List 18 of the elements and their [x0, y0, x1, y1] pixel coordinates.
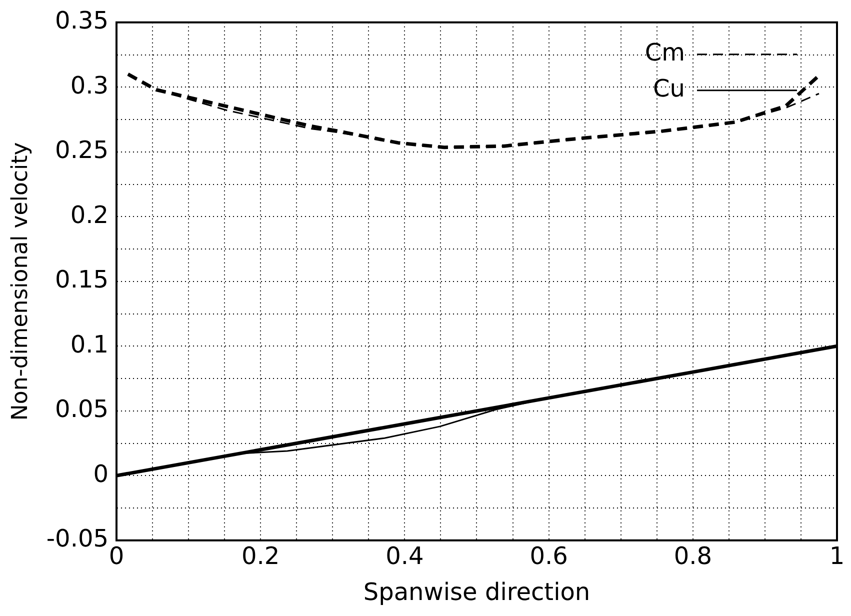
x-tick-label: 0.4 — [386, 542, 424, 570]
y-tick-label: 0.2 — [70, 200, 108, 229]
y-tick-label: -0.05 — [46, 524, 108, 553]
y-tick-label: 0.3 — [70, 71, 108, 100]
legend-label: Cu — [653, 74, 685, 103]
y-axis-title: Non-dimensional velocity — [8, 142, 33, 421]
x-tick-label: 0.6 — [530, 542, 568, 570]
x-tick-label: 0.2 — [242, 542, 280, 570]
y-tick-label: 0.35 — [55, 6, 108, 35]
x-axis-title: Spanwise direction — [363, 578, 590, 606]
legend-label: Cm — [644, 38, 685, 67]
y-tick-label: 0.25 — [55, 136, 108, 164]
x-tick-label: 0.8 — [674, 542, 712, 570]
y-tick-label: 0.1 — [70, 330, 108, 358]
x-tick-label: 1 — [829, 542, 845, 570]
y-tick-label: 0.15 — [55, 266, 108, 294]
y-tick-label: 0.05 — [55, 395, 108, 424]
y-tick-label: 0 — [93, 460, 108, 488]
